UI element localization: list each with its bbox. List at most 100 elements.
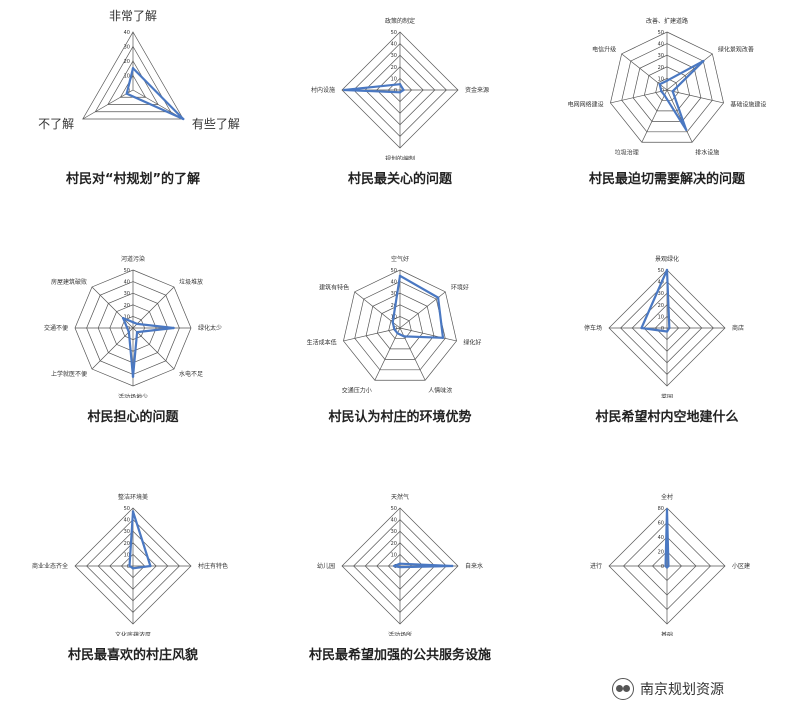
chart-title: 村民对“村规划”的了解 — [65, 172, 201, 187]
watermark: 南京规划资源 — [612, 676, 788, 702]
axis-label: 非常了解 — [109, 9, 157, 23]
tick-label: 50 — [124, 268, 130, 274]
radar-chart: 0 10 20 30 40 50 整洁环境美 村庄有特色 文化底蕴浓厚 商业业态齐全 村民最喜欢的村… — [0, 476, 266, 716]
tick-label: 30 — [391, 53, 397, 59]
tick-label: 10 — [658, 76, 664, 82]
data-point — [665, 268, 669, 272]
wechat-logo-icon — [612, 678, 634, 700]
tick-label: 40 — [391, 518, 397, 524]
axis-spoke — [374, 327, 401, 381]
tick-label: 10 — [124, 74, 130, 80]
data-point — [441, 336, 445, 340]
data-point — [436, 296, 440, 299]
chart-title: 村民最关心的问题 — [347, 172, 452, 187]
tick-label: 50 — [391, 30, 397, 36]
grid-ring — [94, 45, 172, 113]
tick-label: 20 — [658, 65, 664, 71]
data-point — [668, 326, 671, 330]
tick-label: 30 — [124, 45, 130, 51]
axis-label: 河道污染 — [121, 255, 145, 263]
data-point — [663, 94, 666, 97]
axis-label: 整洁环境美 — [118, 493, 148, 501]
data-point — [660, 90, 663, 93]
axis-label: 商店 — [732, 324, 744, 332]
axis-label: 电网网络建设 — [568, 101, 604, 109]
tick-label: 30 — [124, 291, 130, 297]
axis-label: 交通压力小 — [342, 387, 372, 395]
axis-label: 绿化太少 — [198, 324, 222, 332]
data-point — [665, 79, 669, 82]
axis-label: 不了解 — [38, 117, 74, 131]
data-point — [128, 564, 131, 568]
grid-ring — [610, 31, 724, 143]
axis-label: 活动场地少 — [118, 393, 148, 398]
radar-chart: 0 10 20 30 40 50 政策的制定 资金来源 规划的编制 村内设施 村民最关心的问题 — [267, 0, 533, 240]
axis-label: 生活成本低 — [307, 339, 337, 347]
axis-label: 交通不便 — [44, 324, 68, 332]
tick-label: 0 — [394, 88, 397, 94]
tick-label: 50 — [124, 506, 130, 512]
tick-label: 40 — [391, 42, 397, 48]
data-point — [131, 321, 135, 324]
data-point — [131, 67, 135, 70]
axis-label: 停车场 — [584, 324, 602, 332]
grid-ring — [107, 60, 159, 105]
data-point — [451, 564, 454, 568]
axis-label: 电信升级 — [592, 46, 616, 54]
axis-label: 绿化好 — [463, 339, 481, 347]
data-point — [658, 83, 661, 86]
data-point — [127, 330, 131, 334]
axis-spoke — [641, 89, 668, 143]
chart-title: 村民认为村庄的环境优势 — [328, 410, 472, 425]
tick-label: 40 — [391, 280, 397, 286]
tick-label: 20 — [658, 303, 664, 309]
data-point — [402, 88, 405, 92]
data-point — [398, 562, 402, 565]
tick-label: 10 — [124, 314, 130, 320]
data-point — [702, 59, 705, 63]
data-point — [391, 321, 394, 324]
tick-label: 30 — [391, 529, 397, 535]
chart-title: 村民最喜欢的村庄风貌 — [67, 648, 198, 663]
axis-label: 人情味浓 — [428, 387, 452, 395]
tick-label: 40 — [124, 518, 130, 524]
axis-spoke — [343, 327, 401, 342]
tick-label: 40 — [658, 535, 664, 541]
data-point — [135, 330, 139, 334]
data-point — [343, 88, 346, 92]
axis-spoke — [91, 327, 134, 370]
grid-ring — [82, 31, 184, 120]
axis-label: 村内设施 — [311, 86, 335, 94]
tick-label: 30 — [658, 53, 664, 59]
radar-svg: 01020304050空气好环境好绿化好人情味浓交通压力小生活成本低建筑有特色 — [307, 255, 482, 395]
tick-label: 0 — [661, 564, 664, 570]
axis-label: 房屋建筑破败 — [51, 278, 87, 286]
axis-label: 资金来源 — [465, 86, 489, 94]
axis-label: 上学就医不便 — [51, 370, 87, 378]
axis-label: 排水设施 — [695, 149, 719, 157]
tick-label: 20 — [391, 541, 397, 547]
axis-spoke — [132, 286, 175, 329]
data-point — [182, 117, 185, 121]
axis-label: 垃圾治理 — [615, 149, 639, 157]
data-point — [131, 510, 135, 513]
axis-spoke — [132, 327, 175, 370]
axis-spoke — [666, 89, 693, 143]
axis-label: 有些了解 — [192, 117, 240, 131]
tick-label: 10 — [391, 76, 397, 82]
axis-label: 政策的制定 — [385, 17, 415, 25]
tick-label: 10 — [124, 552, 130, 558]
series-line — [125, 67, 185, 121]
axis-spoke — [91, 286, 134, 329]
axis-label: 改善、扩建道路 — [646, 17, 688, 25]
chart-title: 村民担心的问题 — [87, 410, 179, 425]
axis-spoke — [82, 89, 134, 120]
data-point — [396, 332, 399, 335]
tick-label: 0 — [127, 564, 130, 570]
tick-label: 10 — [658, 314, 664, 320]
tick-label: 40 — [658, 42, 664, 48]
